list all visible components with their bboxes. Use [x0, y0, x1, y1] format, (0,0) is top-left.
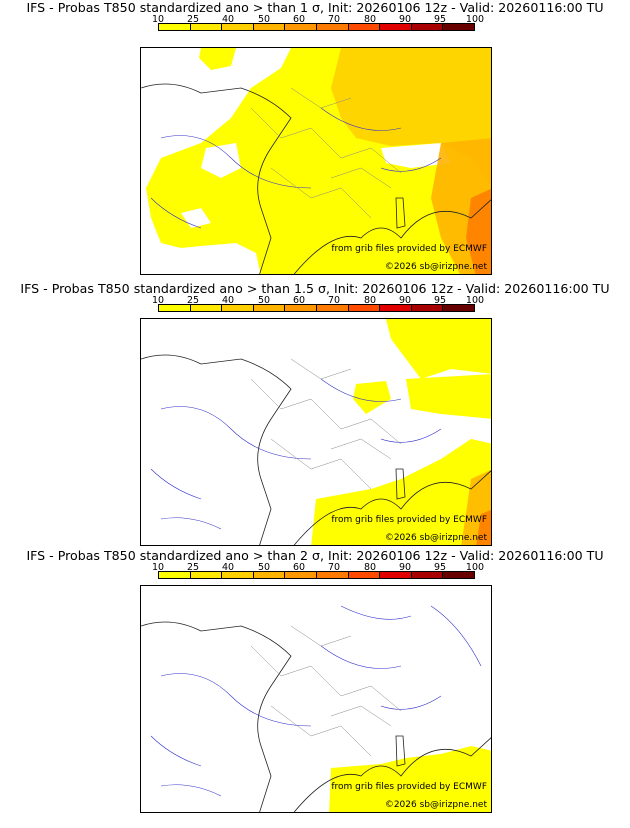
colorbar-segment	[190, 24, 223, 30]
colorbar-segment	[316, 572, 349, 578]
colorbar-segment	[285, 24, 317, 30]
scale-label: 40	[221, 14, 235, 25]
panel-title: IFS - Probas T850 standardized ano > tha…	[26, 548, 604, 563]
copyright-credit: ©2026 sb@irizpne.net	[384, 800, 487, 810]
scale-label: 25	[186, 562, 200, 573]
colorbar-segment	[348, 572, 381, 578]
scale-label: 50	[257, 562, 271, 573]
scale-label: 70	[327, 295, 341, 306]
colorbar-segment	[253, 572, 286, 578]
colorbar-segment	[316, 24, 349, 30]
scale-label: 100	[465, 14, 485, 25]
copyright-credit: ©2026 sb@irizpne.net	[384, 533, 487, 543]
colorbar-labels: 10 25 40 50 60 70 80 90 95 100	[151, 562, 484, 573]
scale-label: 40	[221, 562, 235, 573]
scale-label: 95	[433, 562, 447, 573]
scale-label: 50	[257, 295, 271, 306]
colorbar-segment	[443, 305, 474, 311]
scale-label: 90	[398, 562, 412, 573]
colorbar-segment	[411, 24, 444, 30]
scale-label: 70	[327, 14, 341, 25]
map-area: from grib files provided by ECMWF ©2026 …	[140, 47, 492, 275]
scale-label: 80	[363, 295, 377, 306]
colorbar-segment	[253, 305, 286, 311]
colorbar-segment	[380, 572, 412, 578]
colorbar-segment	[411, 572, 444, 578]
colorbar-segment	[190, 572, 223, 578]
source-credit: from grib files provided by ECMWF	[331, 782, 487, 792]
scale-label: 60	[292, 295, 306, 306]
scale-label: 60	[292, 562, 306, 573]
colorbar-segment	[443, 572, 474, 578]
panel-title: IFS - Probas T850 standardized ano > tha…	[26, 0, 604, 15]
map-area: from grib files provided by ECMWF ©2026 …	[140, 318, 492, 546]
colorbar-segment	[285, 572, 317, 578]
source-credit: from grib files provided by ECMWF	[331, 244, 487, 254]
colorbar-labels: 10 25 40 50 60 70 80 90 95 100	[151, 14, 484, 25]
scale-label: 80	[363, 562, 377, 573]
colorbar-segment	[380, 305, 412, 311]
probability-map	[141, 605, 491, 812]
colorbar-segment	[443, 24, 474, 30]
colorbar-segment	[159, 572, 191, 578]
colorbar	[158, 23, 475, 31]
colorbar-segment	[316, 305, 349, 311]
scale-label: 10	[151, 295, 165, 306]
scale-label: 70	[327, 562, 341, 573]
scale-label: 25	[186, 295, 200, 306]
scale-label: 100	[465, 562, 485, 573]
panel-2: IFS - Probas T850 standardized ano > tha…	[0, 281, 630, 549]
probability-map	[141, 48, 491, 274]
scale-label: 40	[221, 295, 235, 306]
colorbar-segment	[190, 305, 223, 311]
colorbar-segment	[222, 305, 254, 311]
colorbar-segment	[348, 305, 381, 311]
colorbar-segment	[159, 24, 191, 30]
scale-label: 25	[186, 14, 200, 25]
panel-title: IFS - Probas T850 standardized ano > tha…	[20, 281, 610, 296]
scale-label: 90	[398, 14, 412, 25]
scale-label: 95	[433, 14, 447, 25]
panel-3: IFS - Probas T850 standardized ano > tha…	[0, 548, 630, 816]
scale-label: 95	[433, 295, 447, 306]
colorbar	[158, 571, 475, 579]
scale-label: 80	[363, 14, 377, 25]
panel-1: IFS - Probas T850 standardized ano > tha…	[0, 0, 630, 275]
scale-label: 100	[465, 295, 485, 306]
map-area: from grib files provided by ECMWF ©2026 …	[140, 585, 492, 813]
copyright-credit: ©2026 sb@irizpne.net	[384, 262, 487, 272]
colorbar-segment	[222, 572, 254, 578]
colorbar	[158, 304, 475, 312]
scale-label: 10	[151, 14, 165, 25]
colorbar-segment	[348, 24, 381, 30]
colorbar-segment	[380, 24, 412, 30]
colorbar-segment	[253, 24, 286, 30]
scale-label: 50	[257, 14, 271, 25]
probability-map	[141, 319, 491, 545]
colorbar-segment	[222, 24, 254, 30]
colorbar-segment	[285, 305, 317, 311]
scale-label: 90	[398, 295, 412, 306]
colorbar-segment	[411, 305, 444, 311]
scale-label: 10	[151, 562, 165, 573]
scale-label: 60	[292, 14, 306, 25]
source-credit: from grib files provided by ECMWF	[331, 515, 487, 525]
colorbar-segment	[159, 305, 191, 311]
colorbar-labels: 10 25 40 50 60 70 80 90 95 100	[151, 295, 484, 306]
